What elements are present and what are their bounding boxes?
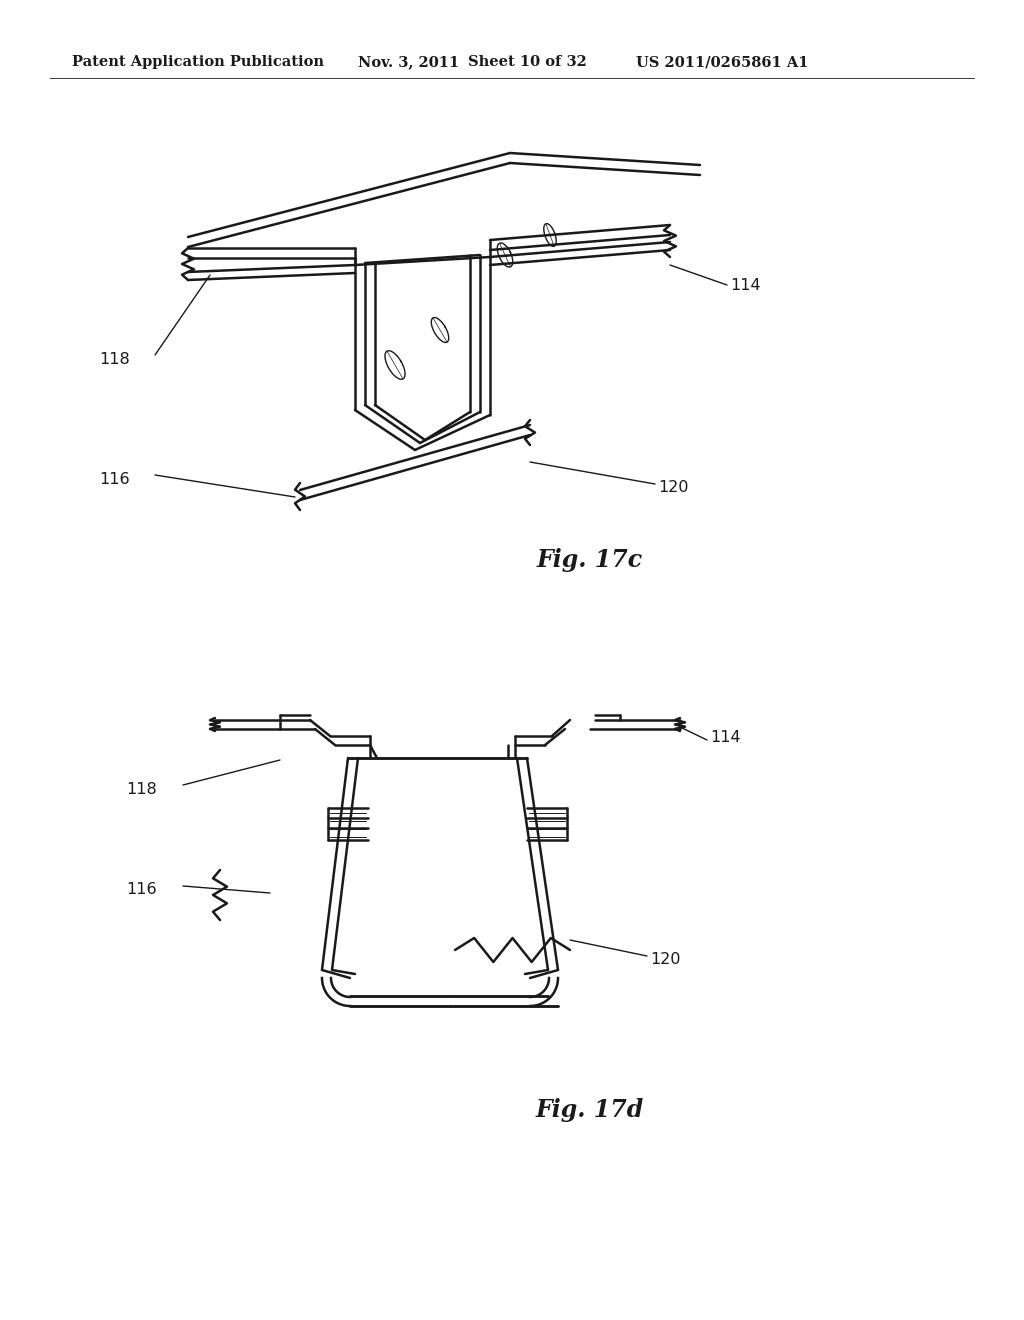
Text: Patent Application Publication: Patent Application Publication bbox=[72, 55, 324, 69]
Text: Nov. 3, 2011: Nov. 3, 2011 bbox=[358, 55, 459, 69]
Text: Fig. 17d: Fig. 17d bbox=[536, 1098, 644, 1122]
Text: US 2011/0265861 A1: US 2011/0265861 A1 bbox=[636, 55, 809, 69]
Text: Fig. 17c: Fig. 17c bbox=[537, 548, 643, 572]
Text: 120: 120 bbox=[658, 480, 688, 495]
Text: Sheet 10 of 32: Sheet 10 of 32 bbox=[468, 55, 587, 69]
Text: 120: 120 bbox=[650, 953, 681, 968]
Text: 116: 116 bbox=[126, 883, 157, 898]
Text: 114: 114 bbox=[710, 730, 740, 746]
Text: 118: 118 bbox=[99, 352, 130, 367]
Text: 116: 116 bbox=[99, 473, 130, 487]
Text: 114: 114 bbox=[730, 277, 761, 293]
Text: 118: 118 bbox=[126, 783, 157, 797]
